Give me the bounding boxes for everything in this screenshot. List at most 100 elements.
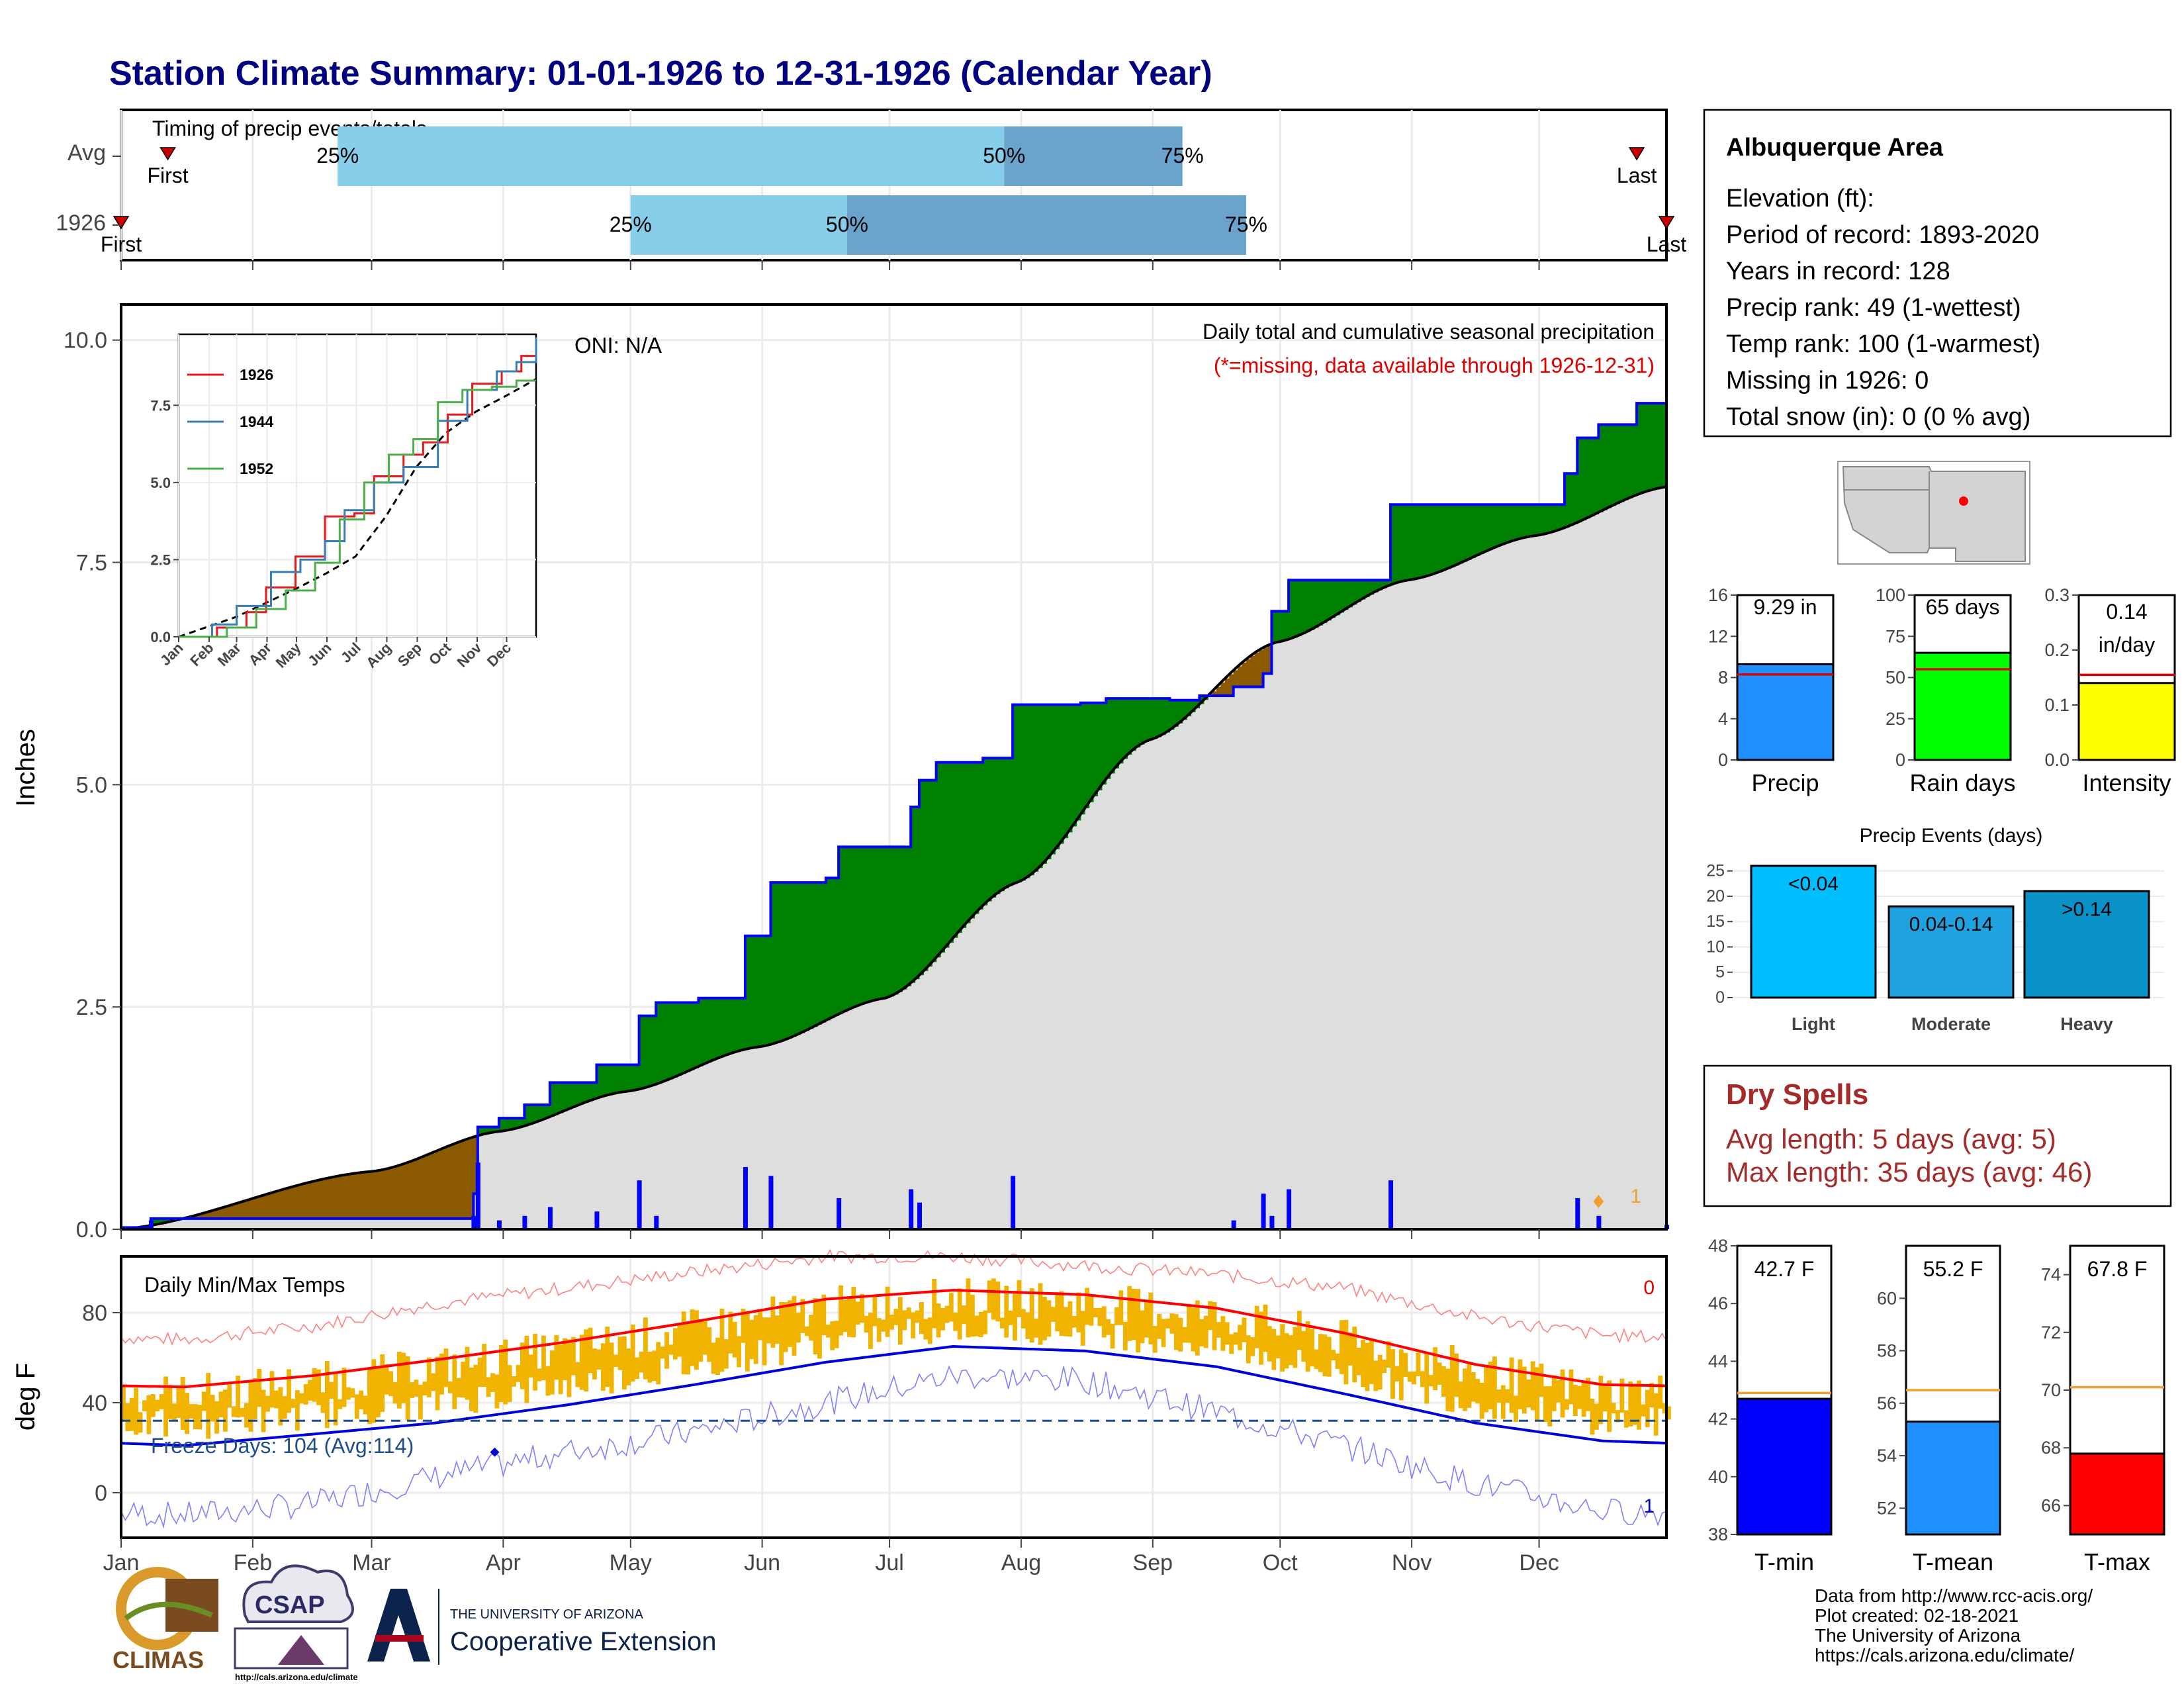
timing-last-marker: [1628, 147, 1645, 161]
precip-departure-segment: [316, 1180, 322, 1219]
precip-departure-segment: [537, 1104, 542, 1122]
precip-departure-segment: [656, 1002, 661, 1084]
precip-departure-segment: [1025, 704, 1030, 878]
temp-daily-bar: [600, 1343, 606, 1391]
precip-departure-segment: [490, 1127, 496, 1133]
temp-daily-bar: [333, 1373, 338, 1426]
precip-departure-segment: [694, 1002, 700, 1068]
precip-departure-segment: [278, 1190, 283, 1219]
precip-departure-segment: [375, 1170, 381, 1219]
precip-departure-segment: [630, 1064, 635, 1091]
temp-daily-bar: [919, 1301, 924, 1335]
temp-daily-bar: [146, 1395, 152, 1434]
temp-daily-bar: [1275, 1335, 1281, 1358]
temp-daily-bar: [295, 1389, 300, 1431]
precip-departure-segment: [512, 1118, 517, 1130]
temp-daily-bar: [180, 1376, 185, 1430]
mini-bar-tick-label: 12: [1708, 626, 1728, 646]
temp-daily-bar: [872, 1294, 878, 1327]
temp-daily-bar: [779, 1301, 784, 1366]
temp-daily-bar: [1326, 1336, 1332, 1377]
precip-departure-segment: [1289, 580, 1294, 639]
precip-departure-segment: [1615, 424, 1621, 504]
precip-departure-segment: [341, 1175, 347, 1219]
precip-departure-segment: [1064, 704, 1069, 839]
temp-daily-bar: [1093, 1307, 1098, 1317]
temp-daily-bar: [970, 1294, 975, 1337]
temp-daily-bar: [567, 1339, 572, 1397]
temp-daily-bar: [1352, 1327, 1357, 1383]
precip-departure-segment: [1547, 504, 1553, 534]
timing-pct-label: 50%: [826, 212, 868, 236]
temp-mini-tick-label: 40: [1708, 1467, 1728, 1487]
precip-y-tick-label: 5.0: [76, 773, 107, 798]
temp-daily-bar: [363, 1395, 368, 1415]
temp-daily-bar: [392, 1382, 398, 1404]
timing-rows: 25% 50% 75% First Last 25% 50% 75% First Last: [101, 126, 1686, 256]
temp-daily-bar: [265, 1395, 270, 1412]
temp-daily-bar: [1280, 1324, 1285, 1372]
temp-y-axis: 0 40 80: [82, 1301, 121, 1506]
precip-events-bars: 0 5 10 15 20 25 <0.04 Light 0.04-0.14 Moderate >0.…: [1706, 862, 2164, 1034]
precip-departure-segment: [410, 1161, 415, 1219]
precip-departure-segment: [520, 1118, 525, 1127]
precip-departure-segment: [749, 935, 754, 1049]
temp-daily-bar: [774, 1315, 780, 1344]
temp-daily-bar: [545, 1366, 551, 1396]
temp-daily-bar: [770, 1296, 776, 1348]
precip-departure-segment: [575, 1082, 580, 1107]
precip-departure-segment: [842, 847, 848, 1012]
inset-series-lines: [178, 337, 537, 638]
precip-departure-segment: [800, 882, 805, 1033]
temp-daily-bar: [1021, 1309, 1026, 1329]
precip-departure-segment: [1115, 698, 1120, 769]
temp-daily-bar: [503, 1339, 508, 1405]
temp-daily-bar: [1645, 1389, 1650, 1427]
temp-daily-bar: [528, 1354, 533, 1378]
climas-logo-swoosh: [124, 1601, 213, 1621]
temp-daily-bar: [163, 1376, 168, 1437]
temp-daily-bar: [681, 1311, 686, 1375]
temp-daily-bar: [639, 1351, 644, 1373]
temp-panel-label: Daily Min/Max Temps: [144, 1273, 345, 1297]
temp-daily-bar: [1530, 1361, 1535, 1411]
temp-daily-bar: [159, 1394, 164, 1409]
dry-spells-avg: Avg length: 5 days (avg: 5): [1726, 1123, 2056, 1154]
temp-daily-bar: [732, 1321, 737, 1358]
events-tick-label: 10: [1706, 937, 1725, 956]
timing-first-label: First: [147, 164, 188, 187]
precip-departure-segment: [1173, 700, 1179, 727]
temp-daily-bar: [626, 1348, 631, 1385]
temp-daily-bar: [206, 1373, 211, 1439]
precip-departure-segment: [745, 935, 750, 1050]
temp-daily-bar: [1195, 1300, 1200, 1356]
precip-departure-segment: [554, 1082, 559, 1115]
precip-departure-segment: [324, 1178, 330, 1219]
dry-spells-max: Max length: 35 days (avg: 46): [1726, 1156, 2092, 1188]
precip-departure-segment: [1428, 504, 1433, 576]
temp-daily-bar: [1543, 1386, 1548, 1423]
temp-daily-bar: [1004, 1286, 1009, 1338]
temp-daily-bar: [1572, 1384, 1578, 1417]
precip-departure-segment: [1318, 580, 1323, 626]
temp-mini-tick-label: 70: [2041, 1380, 2061, 1400]
mini-bar-tick-label: 0.0: [2044, 750, 2070, 770]
precip-departure-segment: [1275, 611, 1281, 643]
temp-daily-bar: [1641, 1404, 1646, 1417]
temp-mini-label: T-min: [1754, 1548, 1814, 1575]
temp-daily-bar: [129, 1397, 134, 1431]
temp-daily-bar: [197, 1405, 203, 1430]
temp-daily-bar: [456, 1378, 461, 1397]
temp-daily-bar: [927, 1317, 933, 1344]
precip-departure-segment: [596, 1064, 602, 1099]
temp-daily-bar: [690, 1309, 695, 1366]
temp-daily-bar: [885, 1286, 890, 1337]
precip-departure-segment: [1080, 702, 1085, 815]
precip-panel-border: [120, 303, 1668, 1231]
temp-daily-bar: [549, 1350, 555, 1395]
precip-departure-segment: [991, 758, 997, 898]
precip-departure-segment: [1284, 611, 1289, 641]
temp-daily-bar: [1310, 1329, 1314, 1367]
temp-daily-bar: [737, 1336, 741, 1368]
precip-departure-segment: [639, 1015, 644, 1090]
